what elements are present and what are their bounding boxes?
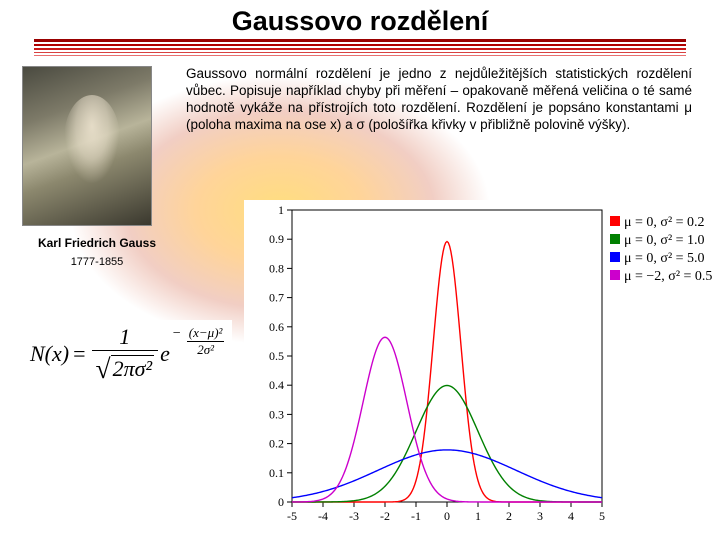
title-underline-rules bbox=[34, 39, 686, 56]
svg-text:0.9: 0.9 bbox=[269, 232, 284, 246]
svg-text:0.8: 0.8 bbox=[269, 261, 284, 275]
svg-text:-2: -2 bbox=[380, 509, 390, 523]
svg-text:μ = 0, σ² = 0.2: μ = 0, σ² = 0.2 bbox=[624, 215, 705, 230]
svg-text:0.3: 0.3 bbox=[269, 407, 284, 421]
formula-e: e bbox=[160, 341, 170, 367]
svg-text:5: 5 bbox=[599, 509, 605, 523]
formula-eq: = bbox=[73, 341, 85, 367]
portrait-years: 1777-1855 bbox=[22, 256, 172, 268]
svg-text:4: 4 bbox=[568, 509, 574, 523]
svg-text:0.4: 0.4 bbox=[269, 378, 284, 392]
svg-text:0.7: 0.7 bbox=[269, 291, 284, 305]
svg-text:0: 0 bbox=[444, 509, 450, 523]
svg-text:-1: -1 bbox=[411, 509, 421, 523]
svg-text:1: 1 bbox=[475, 509, 481, 523]
svg-text:0: 0 bbox=[278, 495, 284, 509]
left-column: Karl Friedrich Gauss 1777-1855 bbox=[22, 66, 172, 268]
svg-text:3: 3 bbox=[537, 509, 543, 523]
formula-main-fraction: 1 √2πσ² bbox=[92, 324, 159, 383]
svg-text:-4: -4 bbox=[318, 509, 328, 523]
svg-text:μ = −2, σ² = 0.5: μ = −2, σ² = 0.5 bbox=[624, 269, 712, 284]
gauss-portrait bbox=[22, 66, 152, 226]
svg-text:-3: -3 bbox=[349, 509, 359, 523]
svg-text:0.2: 0.2 bbox=[269, 437, 284, 451]
gaussian-chart: -5 -4 -3 -2 -1 0 1 2 3 4 5 0 0.1 0.2 0.3 0.4 0.5 0.6 0.7 0.… bbox=[244, 200, 712, 530]
formula-frac-num: 1 bbox=[115, 324, 134, 350]
svg-text:-5: -5 bbox=[287, 509, 297, 523]
page-title: Gaussovo rozdělení bbox=[0, 6, 720, 37]
svg-text:0.6: 0.6 bbox=[269, 320, 284, 334]
formula-lhs: N(x) bbox=[30, 341, 69, 367]
formula-frac-den: √2πσ² bbox=[92, 351, 159, 383]
svg-text:0.1: 0.1 bbox=[269, 466, 284, 480]
portrait-name: Karl Friedrich Gauss bbox=[22, 236, 172, 250]
svg-text:0.5: 0.5 bbox=[269, 349, 284, 363]
svg-text:μ = 0, σ² = 1.0: μ = 0, σ² = 1.0 bbox=[624, 233, 705, 248]
formula-exponent: − (x−μ)² 2σ² bbox=[172, 325, 227, 358]
title-block: Gaussovo rozdělení bbox=[0, 0, 720, 56]
svg-text:1: 1 bbox=[278, 203, 284, 217]
svg-text:2: 2 bbox=[506, 509, 512, 523]
formula: N(x) = 1 √2πσ² e − (x−μ)² 2σ² bbox=[24, 320, 232, 387]
svg-text:μ = 0, σ² = 5.0: μ = 0, σ² = 5.0 bbox=[624, 251, 705, 266]
